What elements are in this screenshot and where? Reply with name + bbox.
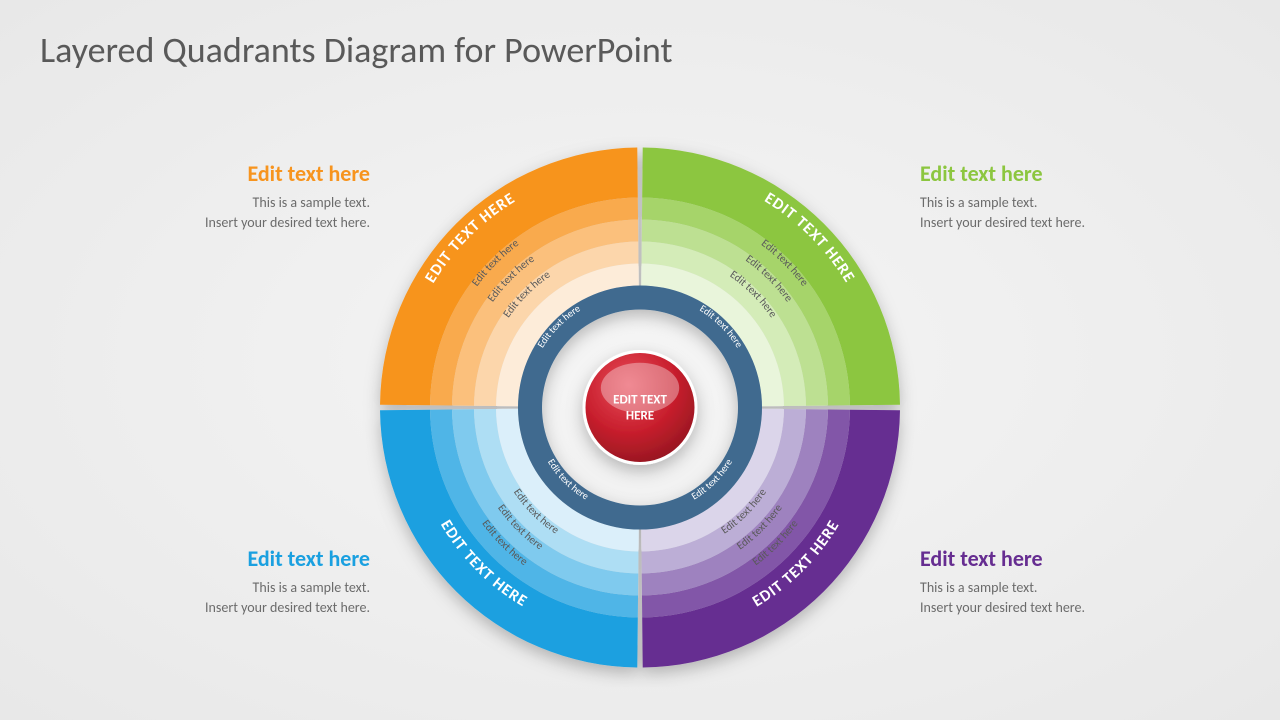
caption-heading: Edit text here xyxy=(110,545,370,572)
caption-bottom-left: Edit text here This is a sample text. In… xyxy=(110,545,370,617)
caption-body: This is a sample text. Insert your desir… xyxy=(920,193,1180,232)
caption-heading: Edit text here xyxy=(110,160,370,187)
caption-body: This is a sample text. Insert your desir… xyxy=(110,193,370,232)
center-text-line2: HERE xyxy=(626,409,654,424)
caption-heading: Edit text here xyxy=(920,160,1180,187)
quadrant-diagram: EDIT TEXTHEREEDIT TEXT HEREEdit text her… xyxy=(360,128,920,693)
caption-bottom-right: Edit text here This is a sample text. In… xyxy=(920,545,1180,617)
caption-body: This is a sample text. Insert your desir… xyxy=(110,578,370,617)
caption-body: This is a sample text. Insert your desir… xyxy=(920,578,1180,617)
caption-top-right: Edit text here This is a sample text. In… xyxy=(920,160,1180,232)
center-text-line1: EDIT TEXT xyxy=(613,393,667,408)
caption-heading: Edit text here xyxy=(920,545,1180,572)
slide-title: Layered Quadrants Diagram for PowerPoint xyxy=(40,28,673,72)
caption-top-left: Edit text here This is a sample text. In… xyxy=(110,160,370,232)
